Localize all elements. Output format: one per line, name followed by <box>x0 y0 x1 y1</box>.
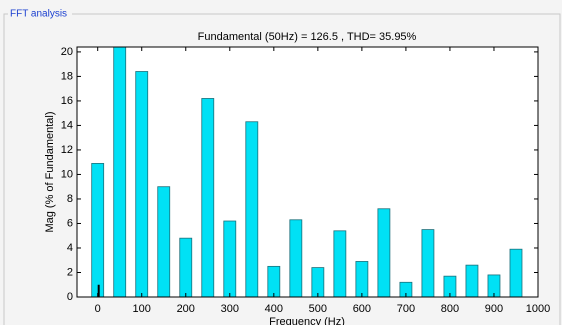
y-tick-label: 6 <box>67 217 73 229</box>
y-tick-label: 18 <box>61 70 73 82</box>
x-axis-label: Frequency (Hz) <box>269 316 345 325</box>
bar <box>113 47 127 297</box>
bar <box>91 163 105 297</box>
y-tick-label: 10 <box>61 168 73 180</box>
plot-area <box>77 47 538 297</box>
x-tick-label: 800 <box>441 303 459 315</box>
bar <box>223 220 237 297</box>
bar <box>179 237 193 297</box>
bar <box>311 267 325 297</box>
bar <box>421 229 435 297</box>
bar <box>377 208 391 297</box>
y-tick-label: 14 <box>61 119 73 131</box>
x-tick-label: 500 <box>309 303 327 315</box>
x-tick-label: 0 <box>95 303 101 315</box>
bar <box>399 281 413 297</box>
bar <box>355 261 369 297</box>
y-tick-label: 12 <box>61 144 73 156</box>
x-tick-label: 900 <box>485 303 503 315</box>
x-tick-label: 1000 <box>526 303 550 315</box>
y-tick-label: 8 <box>67 193 73 205</box>
bar <box>245 121 259 297</box>
y-axis-label: Mag (% of Fundamental) <box>44 111 56 232</box>
bar <box>267 265 281 297</box>
y-tick-label: 20 <box>61 46 73 58</box>
bar <box>157 186 171 297</box>
x-tick-label: 400 <box>265 303 283 315</box>
bars <box>91 47 523 297</box>
bar <box>509 248 523 297</box>
group-title: FFT analysis <box>10 9 67 20</box>
x-tick-label: 600 <box>353 303 371 315</box>
bar <box>465 264 479 297</box>
y-tick-label: 16 <box>61 95 73 107</box>
chart-title: Fundamental (50Hz) = 126.5 , THD= 35.95% <box>198 31 417 43</box>
y-tick-label: 2 <box>67 266 73 278</box>
y-tick-label: 0 <box>67 291 73 303</box>
group-box <box>3 13 561 325</box>
bar <box>289 219 303 297</box>
bar <box>333 230 347 297</box>
x-tick-label: 200 <box>177 303 195 315</box>
x-tick-label: 700 <box>397 303 415 315</box>
group-title-bg <box>8 6 72 20</box>
axes-box <box>76 46 539 298</box>
bar <box>135 71 149 297</box>
y-tick-label: 4 <box>67 242 73 254</box>
x-tick-label: 100 <box>133 303 151 315</box>
x-tick-label: 300 <box>221 303 239 315</box>
bar <box>201 98 215 297</box>
